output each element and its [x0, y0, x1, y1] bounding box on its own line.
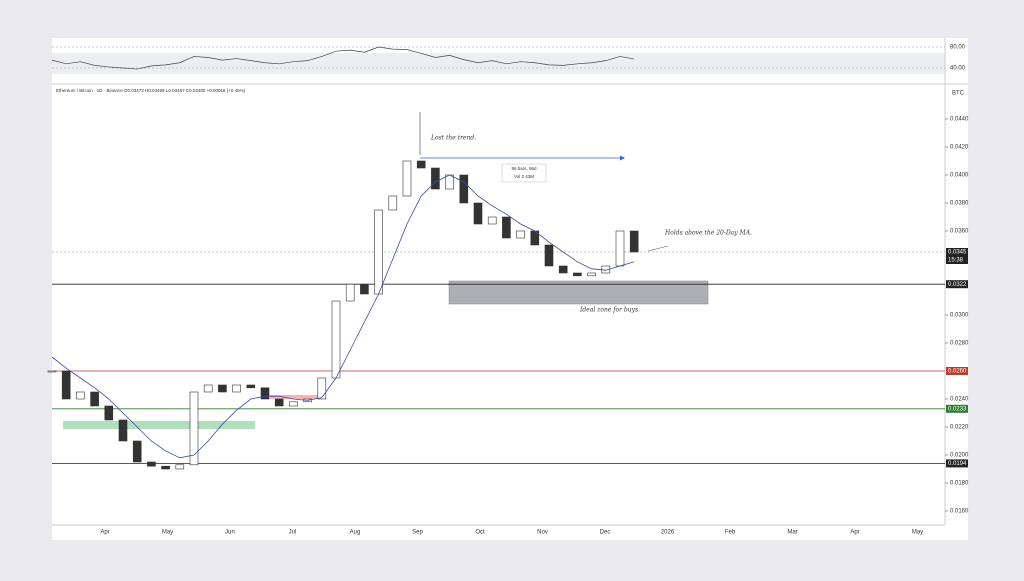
x-tick-label: Jul [289, 530, 297, 536]
candle [502, 216, 511, 239]
candle [487, 216, 497, 225]
candle [189, 391, 199, 466]
candle [331, 300, 341, 379]
candle [161, 465, 170, 470]
candle [544, 244, 554, 267]
candle [516, 230, 525, 239]
last-label: 0.0345 [948, 250, 967, 256]
rsi-band [52, 53, 945, 74]
level-tag [946, 280, 968, 289]
candle [473, 202, 483, 225]
y-tick-label: 0.0400 [950, 173, 969, 179]
last-tag [946, 248, 968, 264]
candle [118, 419, 128, 442]
candle [47, 370, 57, 373]
candle [76, 391, 85, 400]
candle [558, 265, 568, 274]
candle [246, 384, 256, 389]
level-label: 0.0322 [948, 282, 967, 288]
candle [289, 401, 298, 407]
candle [573, 272, 582, 277]
x-tick-label: Dec [600, 530, 611, 536]
rsi-tick-label: 40.00 [950, 66, 966, 72]
x-tick-label: Sep [412, 530, 423, 536]
demand-zone [63, 421, 255, 429]
x-tick-label: Oct [475, 530, 485, 536]
candle [459, 174, 469, 204]
candle [431, 167, 440, 190]
x-tick-label: May [162, 530, 173, 536]
candle [218, 384, 227, 393]
candle [388, 195, 398, 211]
candle [445, 174, 454, 190]
y-tick-label: 0.0280 [950, 341, 969, 347]
currency: BTC [952, 91, 965, 97]
level-label: 0.0194 [948, 461, 967, 467]
x-tick-label: May [912, 530, 923, 536]
x-tick-label: 2026 [661, 530, 675, 536]
x-tick-label: Nov [537, 530, 548, 536]
y-tick-label: 0.0180 [950, 481, 969, 487]
arrow [647, 245, 669, 252]
buy-zone [448, 280, 709, 305]
annotation: Lost the trend. [430, 135, 476, 142]
x-tick-label: Jun [225, 530, 235, 536]
arrow-head [620, 155, 625, 161]
candle [345, 283, 355, 302]
y-tick-label: 0.0440 [950, 117, 969, 123]
measure-text: 96 bars, 96d [511, 166, 537, 171]
x-tick-label: Mar [787, 530, 797, 536]
level-label: 0.0260 [948, 369, 967, 375]
y-tick-label: 0.0240 [950, 397, 969, 403]
x-tick-label: Apr [100, 530, 109, 536]
y-tick-label: 0.0420 [950, 145, 969, 151]
candle [232, 384, 241, 393]
level-tag [946, 367, 968, 375]
candle [402, 160, 412, 197]
candle [274, 398, 284, 407]
candle [374, 209, 383, 295]
y-tick-label: 0.0160 [950, 509, 969, 515]
annotation: Holds above the 20-Day MA. [664, 230, 752, 237]
rsi-tick-label: 80.00 [950, 45, 966, 51]
candle [629, 230, 639, 253]
candle [317, 377, 327, 400]
annotation: Ideal zone for buys. [579, 307, 640, 314]
y-tick-label: 0.0360 [950, 229, 969, 235]
x-tick-label: Feb [725, 530, 736, 536]
level-label: 0.0233 [948, 406, 967, 412]
candle [260, 387, 270, 400]
candle [360, 283, 369, 295]
candle [615, 230, 625, 267]
candle [175, 464, 185, 470]
candle [104, 405, 114, 421]
candle [203, 384, 213, 393]
y-tick-label: 0.0300 [950, 313, 969, 319]
header: Ethereum / Bitcoin · 1D · Binance O0.034… [56, 88, 246, 93]
x-tick-label: Apr [850, 530, 859, 536]
measure-text: Vol 2.43M [514, 174, 534, 179]
y-tick-label: 0.0220 [950, 425, 969, 431]
y-tick-label: 0.0200 [950, 453, 969, 459]
measure-box [501, 163, 547, 183]
candle [416, 160, 426, 169]
timer: 15:38 [948, 258, 964, 264]
candle [147, 461, 156, 467]
ma-line [51, 174, 635, 459]
x-tick-label: Aug [350, 530, 361, 536]
level-tag [946, 404, 968, 413]
level-tag [946, 459, 968, 468]
rsi-line [51, 46, 635, 70]
supply-zone [270, 395, 320, 399]
y-tick-label: 0.0380 [950, 201, 969, 207]
candle [132, 440, 142, 463]
candle [587, 272, 596, 277]
candle [61, 370, 71, 400]
candle [90, 391, 99, 407]
